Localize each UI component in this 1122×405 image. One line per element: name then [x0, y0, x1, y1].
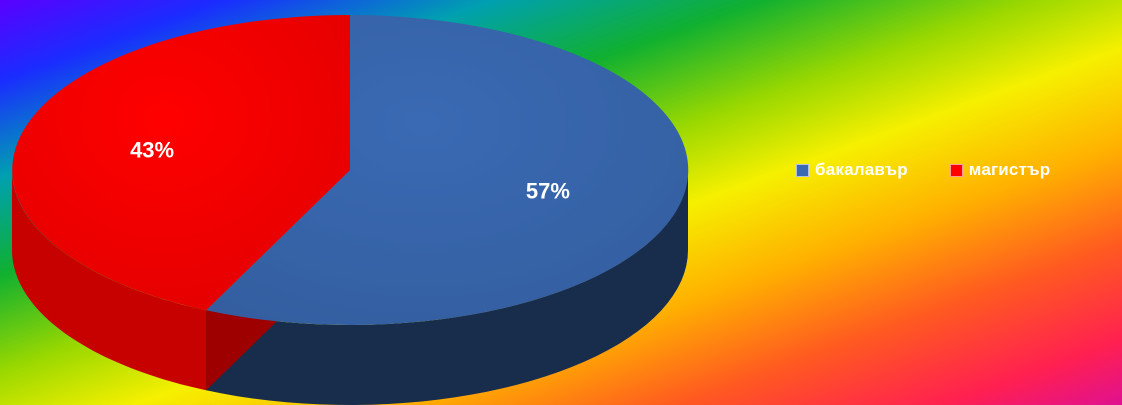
- chart-legend: бакалавър магистър: [796, 158, 1050, 182]
- legend-label-bachelor: бакалавър: [815, 160, 908, 179]
- data-label-master: 43%: [130, 138, 174, 163]
- pie-slice-bachelor: [206, 14, 689, 325]
- data-label-bachelor: 57%: [526, 178, 570, 203]
- legend-item-master: магистър: [949, 160, 1051, 180]
- legend-swatch-master: [949, 163, 963, 177]
- legend-swatch-bachelor: [796, 163, 809, 177]
- legend-item-bachelor: бакалавър: [796, 160, 908, 180]
- pie-side-1: [12, 170, 207, 391]
- pie-slice-master: [12, 15, 351, 311]
- legend-label-master: магистър: [968, 160, 1051, 179]
- pie-side-0: [206, 170, 688, 405]
